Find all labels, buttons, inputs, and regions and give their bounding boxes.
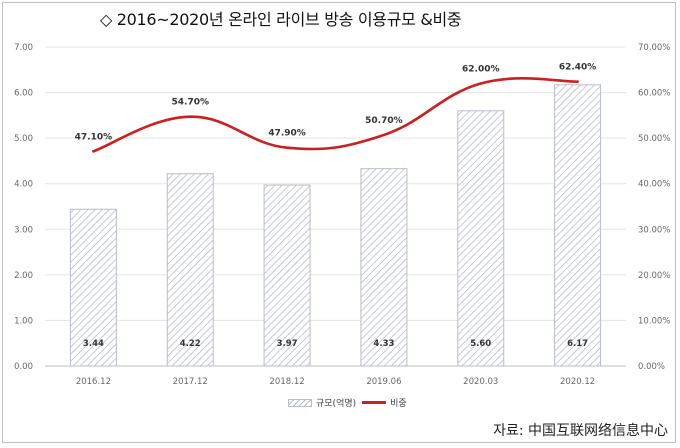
y-tick-label: 2.00 — [14, 271, 33, 281]
chart-frame — [2, 2, 676, 443]
line-value-label: 50.70% — [365, 116, 403, 126]
chart-title: ◇ 2016~2020년 온라인 라이브 방송 이용규모 &비중 — [100, 10, 462, 29]
legend-label-bars: 규모(억명) — [316, 399, 357, 409]
bar-value-label: 5.60 — [470, 339, 491, 349]
legend: 규모(억명) 비중 — [288, 396, 407, 409]
y-tick-label: 7.00 — [14, 43, 33, 53]
x-tick-label: 2020.12 — [560, 377, 595, 387]
line-point — [92, 150, 95, 153]
source-note: 자료: 中国互联网络信息中心 — [493, 423, 668, 439]
y-tick-label: 3.00 — [14, 225, 33, 235]
line-value-label: 62.00% — [462, 64, 500, 74]
y2-tick-label: 30.00% — [638, 225, 670, 235]
x-tick-label: 2018.12 — [270, 377, 305, 387]
x-tick-label: 2017.12 — [173, 377, 208, 387]
y-tick-label: 4.00 — [14, 180, 33, 190]
bar-value-label: 4.33 — [373, 339, 394, 349]
legend-swatch-line — [362, 401, 387, 404]
bar — [166, 173, 214, 367]
legend-item-bars: 규모(억명) — [288, 396, 356, 409]
bar — [457, 110, 505, 367]
y-tick-label: 1.00 — [14, 316, 33, 326]
line-value-label: 47.90% — [268, 129, 306, 139]
bar-value-label: 6.17 — [567, 339, 588, 349]
x-tick-label: 2016.12 — [76, 377, 111, 387]
bar — [69, 208, 117, 367]
y2-tick-label: 0.00% — [638, 362, 665, 372]
line-value-label: 54.70% — [172, 98, 210, 108]
line-point — [285, 146, 289, 149]
bar-value-label: 4.22 — [180, 339, 201, 349]
bar — [360, 168, 408, 367]
bar-value-label: 3.44 — [83, 339, 104, 349]
line-point — [382, 133, 386, 137]
y-tick-label: 0.00 — [14, 362, 33, 372]
y2-tick-label: 20.00% — [638, 271, 670, 281]
series-line — [92, 77, 579, 153]
x-tick-label: 2019.06 — [366, 377, 401, 387]
y2-tick-label: 70.00% — [638, 43, 670, 53]
y-tick-label: 5.00 — [14, 134, 33, 144]
bar-value-label: 3.97 — [277, 339, 298, 349]
line-value-label: 47.10% — [75, 132, 113, 142]
legend-swatch-bars — [288, 398, 312, 407]
x-tick-label: 2020.03 — [463, 377, 498, 387]
line-point — [189, 115, 192, 118]
line-value-label: 62.40% — [559, 63, 597, 73]
y2-tick-label: 40.00% — [638, 180, 670, 190]
y-tick-label: 6.00 — [14, 89, 33, 99]
y2-tick-label: 60.00% — [638, 89, 670, 99]
bar — [554, 84, 602, 367]
line-point — [576, 80, 579, 83]
legend-item-line: 비중 — [362, 396, 407, 409]
line-point — [479, 82, 482, 85]
y2-tick-label: 50.00% — [638, 134, 670, 144]
bar — [263, 184, 311, 367]
legend-label-line: 비중 — [390, 399, 407, 409]
y2-tick-label: 10.00% — [638, 316, 670, 326]
